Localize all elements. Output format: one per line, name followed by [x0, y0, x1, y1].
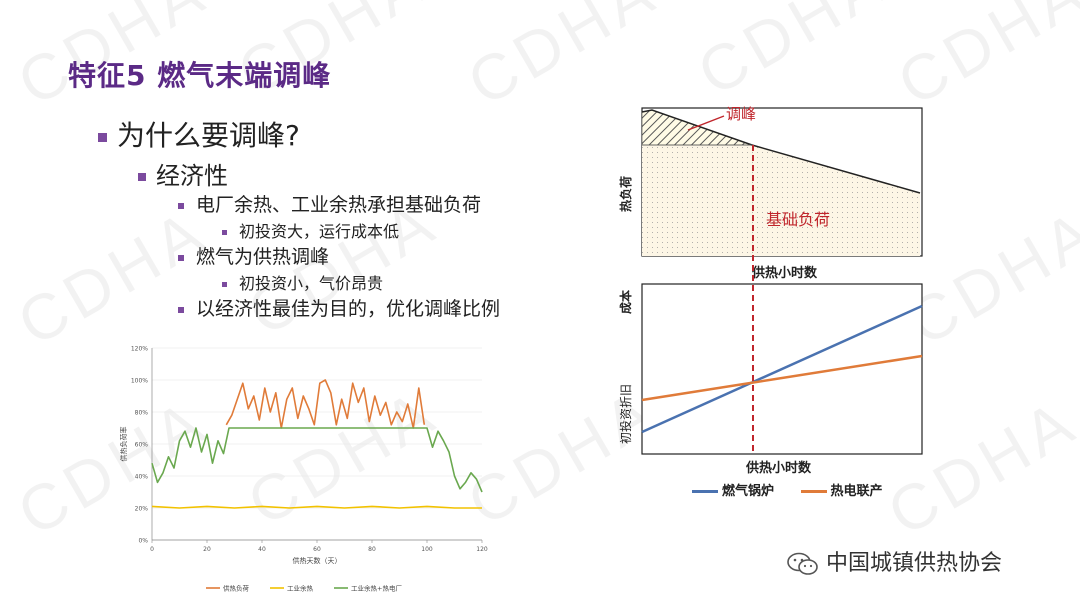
x-axis-label: 供热小时数 — [752, 266, 818, 281]
bullet-square-icon — [222, 282, 227, 287]
heat-load-diagram: 调峰 基础负荷 热负荷 — [618, 105, 923, 257]
y-tick-label: 120% — [131, 346, 148, 353]
series-industrial-plus-chp — [151, 427, 483, 493]
base-load-label: 基础负荷 — [766, 210, 830, 229]
bullet-gas-peak-detail: 初投资小，气价昂贵 — [222, 270, 383, 294]
bullet-text: 燃气为供热调峰 — [196, 246, 330, 268]
y-axis-label: 成本 — [618, 290, 633, 314]
y-axis-label: 供热负荷率 — [119, 427, 128, 462]
bullet-square-icon — [178, 254, 184, 261]
x-axis-label: 供热小时数 — [746, 461, 812, 476]
legend-label: 燃气锅炉 — [722, 484, 775, 499]
peak-shaving-label: 调峰 — [726, 105, 756, 123]
watermark: CDHA — [685, 0, 900, 110]
series-industrial-waste-heat — [151, 505, 482, 509]
x-tick-label: 60 — [313, 546, 321, 553]
x-tick-label: 20 — [203, 546, 211, 553]
x-axis-label: 供热天数（天） — [293, 556, 342, 565]
y-tick-label: 0% — [138, 538, 148, 545]
series-heat-load — [225, 379, 426, 429]
base-load-area — [642, 145, 920, 256]
bullet-text: 经济性 — [156, 162, 228, 190]
bullet-text: 电厂余热、工业余热承担基础负荷 — [196, 194, 482, 216]
bullet-text: 初投资大，运行成本低 — [239, 222, 400, 241]
watermark: CDHA — [5, 194, 220, 360]
load-rate-chart: 0% 20% 40% 60% 80% 100% 120% 0 20 40 60 80 100 120 供热… — [119, 346, 488, 593]
x-tick-label: 80 — [368, 546, 376, 553]
bullet-base-load-detail: 初投资大，运行成本低 — [222, 218, 399, 242]
legend-swatch-gas — [692, 490, 718, 493]
legend-swatch-chp — [800, 490, 827, 493]
intercept-label: 初投资折旧 — [618, 384, 633, 444]
bullet-square-icon — [178, 306, 184, 313]
bullet-optimize: 以经济性最佳为目的，优化调峰比例 — [178, 294, 500, 321]
bullet-why: 为什么要调峰? — [98, 114, 300, 154]
bullet-square-icon — [222, 230, 227, 235]
y-tick-label: 20% — [135, 506, 149, 513]
slide-title: 特征5 燃气末端调峰 — [68, 59, 332, 92]
bullet-text: 初投资小，气价昂贵 — [239, 274, 384, 293]
x-tick-label: 100 — [421, 546, 433, 553]
bullet-square-icon — [178, 202, 184, 209]
bullet-economy: 经济性 — [138, 156, 228, 191]
x-tick-label: 0 — [150, 546, 154, 553]
footer-brand: 中国城镇供热协会 — [786, 545, 1002, 577]
y-tick-label: 80% — [135, 410, 149, 417]
series-line-chp — [641, 354, 923, 402]
bullet-square-icon — [138, 173, 146, 181]
bullet-gas-peak: 燃气为供热调峰 — [178, 242, 329, 269]
y-axis-label: 热负荷 — [618, 176, 633, 212]
load-curve — [641, 109, 921, 194]
legend-label: 热电联产 — [830, 484, 883, 499]
x-tick-label: 40 — [258, 546, 266, 553]
break-even-dashed-line — [752, 145, 754, 454]
cost-comparison-chart: 成本 初投资折旧 — [618, 283, 923, 455]
y-tick-label: 60% — [135, 442, 149, 449]
legend-label: 工业余热+热电厂 — [351, 584, 402, 593]
bullet-text: 为什么要调峰? — [117, 119, 300, 152]
legend-label: 工业余热 — [287, 584, 314, 593]
bullet-text: 以经济性最佳为目的，优化调峰比例 — [196, 298, 501, 320]
footer-text: 中国城镇供热协会 — [826, 551, 1003, 576]
x-tick-label: 120 — [476, 546, 488, 553]
y-tick-label: 100% — [131, 378, 148, 385]
legend-label: 供热负荷 — [223, 584, 250, 593]
y-tick-label: 40% — [135, 474, 149, 481]
series-line-gas-boiler — [641, 304, 923, 434]
wechat-icon — [787, 552, 818, 575]
bullet-base-load: 电厂余热、工业余热承担基础负荷 — [178, 190, 481, 217]
legend: 燃气锅炉 热电联产 — [692, 480, 883, 499]
peak-pointer-line — [687, 115, 725, 131]
bullet-square-icon — [98, 132, 107, 142]
